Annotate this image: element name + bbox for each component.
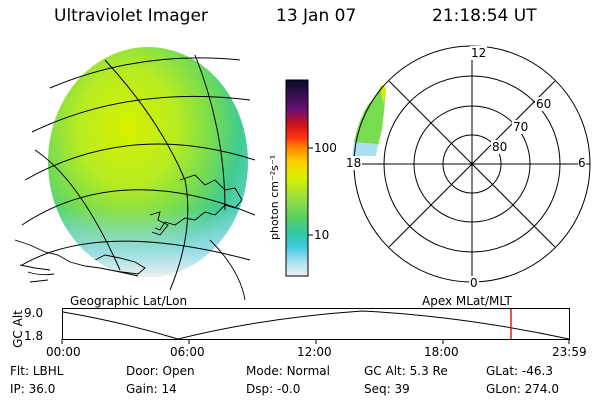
- x-tick-1800: 18:00: [424, 345, 459, 359]
- status-dsp: Dsp: -0.0: [246, 382, 301, 396]
- status-gc-alt: GC Alt: 5.3 Re: [364, 364, 448, 378]
- globe-image: [14, 47, 256, 301]
- status-mode: Mode: Normal: [246, 364, 330, 378]
- status-gain: Gain: 14: [126, 382, 177, 396]
- mlt-label-0: 0: [469, 276, 479, 290]
- status-glat: GLat: -46.3: [486, 364, 553, 378]
- y-axis-label: GC Alt: [11, 310, 25, 348]
- colorbar: [285, 79, 313, 277]
- geographic-title: Geographic Lat/Lon: [70, 294, 188, 308]
- x-tick-1200: 12:00: [297, 345, 332, 359]
- polar-plot: [352, 45, 591, 283]
- instrument-title: Ultraviolet Imager: [54, 6, 208, 26]
- colorbar-unit-label: photon cm⁻²s⁻¹: [268, 154, 281, 240]
- mlt-label-12: 12: [470, 46, 488, 60]
- mlt-label-6: 6: [578, 156, 586, 170]
- y-tick-9: 9.0: [24, 306, 44, 320]
- x-tick-0000: 00:00: [46, 345, 81, 359]
- altitude-timeline: [61, 308, 570, 344]
- lat-label-70: 70: [512, 120, 530, 134]
- colorbar-tick-10: 10: [314, 228, 330, 242]
- y-tick-1-8: 1.8: [24, 329, 44, 343]
- apex-title: Apex MLat/MLT: [422, 294, 512, 308]
- status-glon: GLon: 274.0: [486, 382, 559, 396]
- time-label: 21:18:54 UT: [432, 6, 537, 26]
- lat-label-80: 80: [491, 140, 509, 154]
- lat-label-60: 60: [535, 97, 553, 111]
- date-label: 13 Jan 07: [276, 6, 357, 26]
- mlt-label-18: 18: [345, 156, 363, 170]
- status-seq: Seq: 39: [364, 382, 410, 396]
- x-tick-2359: 23:59: [552, 345, 587, 359]
- status-door: Door: Open: [126, 364, 195, 378]
- status-flt: Flt: LBHL: [10, 364, 64, 378]
- status-ip: IP: 36.0: [10, 382, 56, 396]
- x-tick-0600: 06:00: [170, 345, 205, 359]
- colorbar-tick-100: 100: [314, 141, 337, 155]
